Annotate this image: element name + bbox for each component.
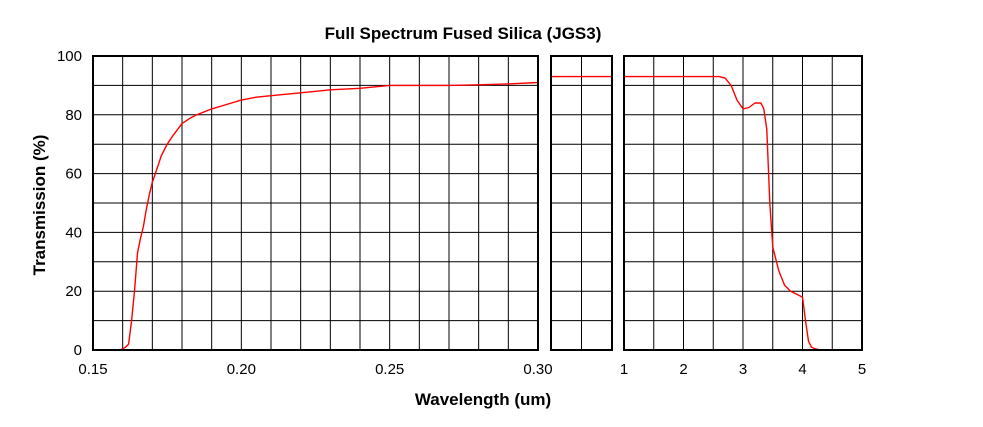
x-tick-label: 0.25 <box>375 361 404 378</box>
x-axis-title: Wavelength (um) <box>415 390 551 409</box>
y-tick-label: 60 <box>65 166 82 183</box>
y-tick-label: 20 <box>65 283 82 300</box>
x-tick-label: 1 <box>620 361 628 378</box>
panel-frame <box>623 55 863 351</box>
transmission-line-panel-1 <box>107 81 539 351</box>
x-tick-label: 4 <box>798 361 806 378</box>
plot-panels <box>92 55 863 351</box>
x-tick-label: 0.15 <box>78 361 107 378</box>
x-tick-label: 0.30 <box>523 361 552 378</box>
x-tick-label: 3 <box>739 361 747 378</box>
x-tick-label: 0.20 <box>227 361 256 378</box>
y-tick-label: 0 <box>74 342 82 359</box>
y-tick-label: 80 <box>65 107 82 124</box>
x-tick-label: 2 <box>679 361 687 378</box>
panel-frame <box>550 55 613 351</box>
y-axis-title: Transmission (%) <box>30 135 49 276</box>
y-tick-label: 100 <box>57 48 82 65</box>
panel-frame <box>92 55 539 351</box>
y-tick-label: 40 <box>65 224 82 241</box>
plot-panel-2 <box>550 55 613 351</box>
chart-title: Full Spectrum Fused Silica (JGS3) <box>325 24 602 43</box>
x-tick-label: 5 <box>858 361 866 378</box>
plot-panel-3 <box>623 55 863 351</box>
plot-panel-1 <box>92 55 539 351</box>
transmission-line-panel-3 <box>624 75 821 351</box>
